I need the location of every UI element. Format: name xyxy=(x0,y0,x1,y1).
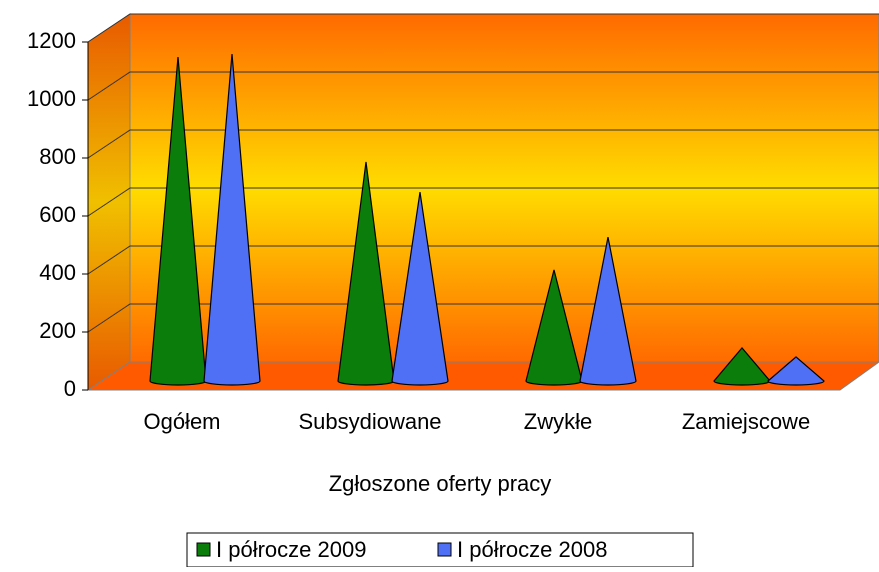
y-tick-label: 400 xyxy=(39,260,76,285)
cone-body xyxy=(391,192,449,386)
legend-swatch xyxy=(437,542,452,557)
grid-line xyxy=(87,303,879,333)
legend-label: I półrocze 2008 xyxy=(457,537,607,562)
y-tick-label: 1000 xyxy=(27,86,76,111)
grid-line xyxy=(87,13,879,43)
grid-line xyxy=(87,187,879,217)
y-tick-label: 800 xyxy=(39,144,76,169)
grid-line xyxy=(87,129,879,159)
grid-line xyxy=(87,245,879,275)
floor xyxy=(86,361,879,391)
cone-body xyxy=(203,54,261,386)
y-tick-label: 600 xyxy=(39,202,76,227)
cone-body xyxy=(579,236,637,386)
y-tick-label: 1200 xyxy=(27,28,76,53)
grid-line xyxy=(87,71,879,101)
y-tick-label: 0 xyxy=(64,376,76,401)
y-tick-label: 200 xyxy=(39,318,76,343)
legend-swatch xyxy=(196,542,211,557)
cone xyxy=(767,356,825,386)
legend-label: I półrocze 2009 xyxy=(216,537,366,562)
x-tick-label: Ogółem xyxy=(143,409,220,434)
x-tick-label: Zamiejscowe xyxy=(682,409,810,434)
cone xyxy=(579,236,637,386)
x-tick-label: Zwykłe xyxy=(524,409,592,434)
cone xyxy=(203,54,261,386)
plot-area xyxy=(86,13,879,391)
x-tick-label: Subsydiowane xyxy=(298,409,441,434)
cone xyxy=(391,192,449,386)
x-axis-title: Zgłoszone oferty pracy xyxy=(329,471,552,496)
cone-body xyxy=(767,356,825,386)
